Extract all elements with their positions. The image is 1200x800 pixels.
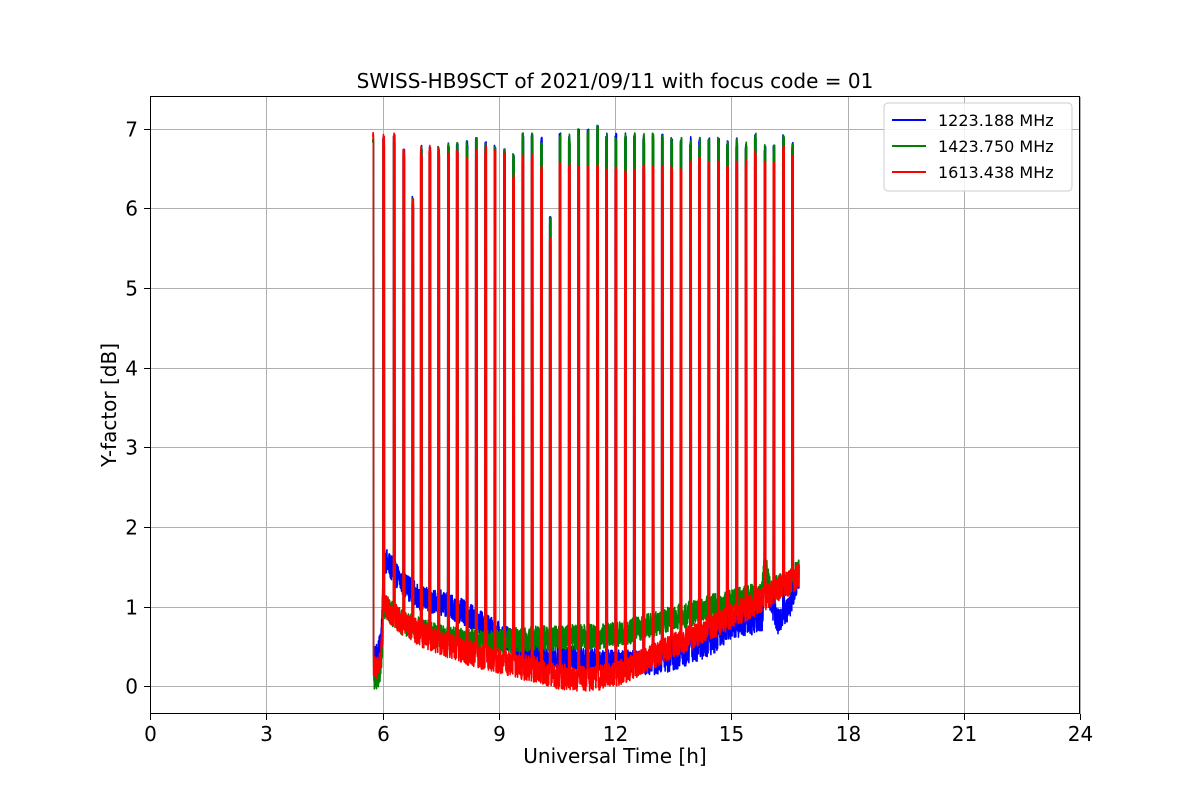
x-axis: 0 3 6 9 12 15 18 21 24 xyxy=(144,714,1093,746)
series-layer xyxy=(372,124,800,692)
legend: 1223.188 MHz 1423.750 MHz 1613.438 MHz xyxy=(883,102,1073,192)
x-tick-label: 0 xyxy=(144,722,157,746)
x-axis-label: Universal Time [h] xyxy=(523,744,706,768)
y-tick-label: 1 xyxy=(125,596,138,620)
y-axis-label: Y-factor [dB] xyxy=(97,343,121,468)
series-line-3 xyxy=(372,131,800,692)
x-tick-label: 12 xyxy=(603,722,628,746)
x-tick-label: 24 xyxy=(1068,722,1093,746)
x-tick-label: 6 xyxy=(377,722,390,746)
x-tick-label: 15 xyxy=(719,722,744,746)
y-tick-label: 0 xyxy=(125,675,138,699)
plot-frame xyxy=(150,96,1080,714)
legend-box xyxy=(883,102,1073,192)
y-tick-label: 2 xyxy=(125,516,138,540)
x-tick-label: 9 xyxy=(493,722,506,746)
chart-title: SWISS-HB9SCT of 2021/09/11 with focus co… xyxy=(357,69,874,93)
x-tick-label: 18 xyxy=(836,722,861,746)
y-tick-label: 7 xyxy=(125,118,138,142)
legend-label: 1223.188 MHz xyxy=(938,111,1054,130)
x-tick-label: 21 xyxy=(952,722,977,746)
y-tick-label: 5 xyxy=(125,277,138,301)
y-tick-label: 3 xyxy=(125,436,138,460)
y-tick-label: 4 xyxy=(125,357,138,381)
series-line-2 xyxy=(372,124,800,690)
y-tick-label: 6 xyxy=(125,197,138,221)
legend-label: 1613.438 MHz xyxy=(938,163,1054,182)
x-tick-label: 3 xyxy=(260,722,273,746)
y-axis: 0 1 2 3 4 5 6 7 xyxy=(125,118,150,699)
legend-label: 1423.750 MHz xyxy=(938,137,1054,156)
